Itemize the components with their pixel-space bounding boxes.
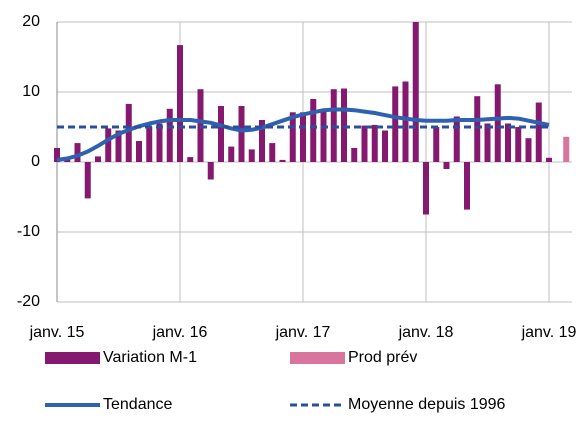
bar (433, 127, 440, 162)
bar (248, 149, 255, 162)
bar (443, 162, 450, 169)
bar (484, 123, 491, 162)
bar (371, 124, 378, 162)
bar (125, 103, 132, 162)
y-tick-label: 0 (31, 153, 40, 170)
legend-label: Variation M-1 (103, 349, 197, 366)
bar (412, 22, 419, 162)
bar (351, 148, 358, 162)
y-tick-label: -10 (17, 223, 40, 240)
bar (115, 130, 122, 162)
bar (54, 148, 60, 162)
x-tick-label: janv. 18 (398, 324, 454, 341)
y-tick-label: 10 (22, 83, 40, 100)
bar (136, 141, 142, 162)
y-tick-label: -20 (17, 293, 40, 310)
bar (259, 120, 265, 162)
x-tick-label: janv. 19 (521, 324, 577, 341)
legend-label: Prod prév (348, 349, 417, 366)
bar (279, 159, 286, 162)
bar (453, 116, 460, 162)
bar (423, 162, 429, 215)
legend-swatch (45, 352, 100, 364)
bar (535, 102, 542, 162)
bar (84, 162, 91, 199)
bar (146, 127, 153, 162)
bar (464, 162, 470, 210)
y-tick-label: 20 (22, 13, 40, 30)
x-tick-label: janv. 17 (275, 324, 331, 341)
legend-label: Tendance (103, 396, 172, 413)
bar (218, 106, 224, 162)
bar (392, 86, 399, 162)
bar (228, 146, 235, 162)
bar (207, 162, 214, 180)
bar (474, 96, 481, 162)
bar (289, 112, 296, 162)
bar (402, 81, 409, 162)
bar (187, 157, 194, 162)
bar (505, 123, 511, 162)
bar (546, 157, 552, 162)
bar (166, 108, 173, 162)
x-tick-label: janv. 15 (29, 324, 85, 341)
bar (105, 128, 112, 162)
legend-swatch (290, 352, 345, 364)
x-tick-label: janv. 16 (152, 324, 208, 341)
bar (341, 88, 347, 162)
legend-label: Moyenne depuis 1996 (348, 396, 506, 413)
bar (310, 99, 317, 162)
bar (74, 143, 81, 162)
bar (300, 112, 306, 162)
bar (269, 143, 276, 162)
bar (156, 123, 163, 162)
bar (515, 127, 522, 162)
bar (95, 156, 101, 162)
bar (177, 45, 183, 162)
bar (494, 84, 501, 162)
bar (238, 106, 245, 162)
bar (361, 125, 368, 162)
bar (525, 138, 532, 162)
bar (382, 130, 388, 162)
bar (563, 136, 570, 162)
bar (320, 111, 327, 162)
